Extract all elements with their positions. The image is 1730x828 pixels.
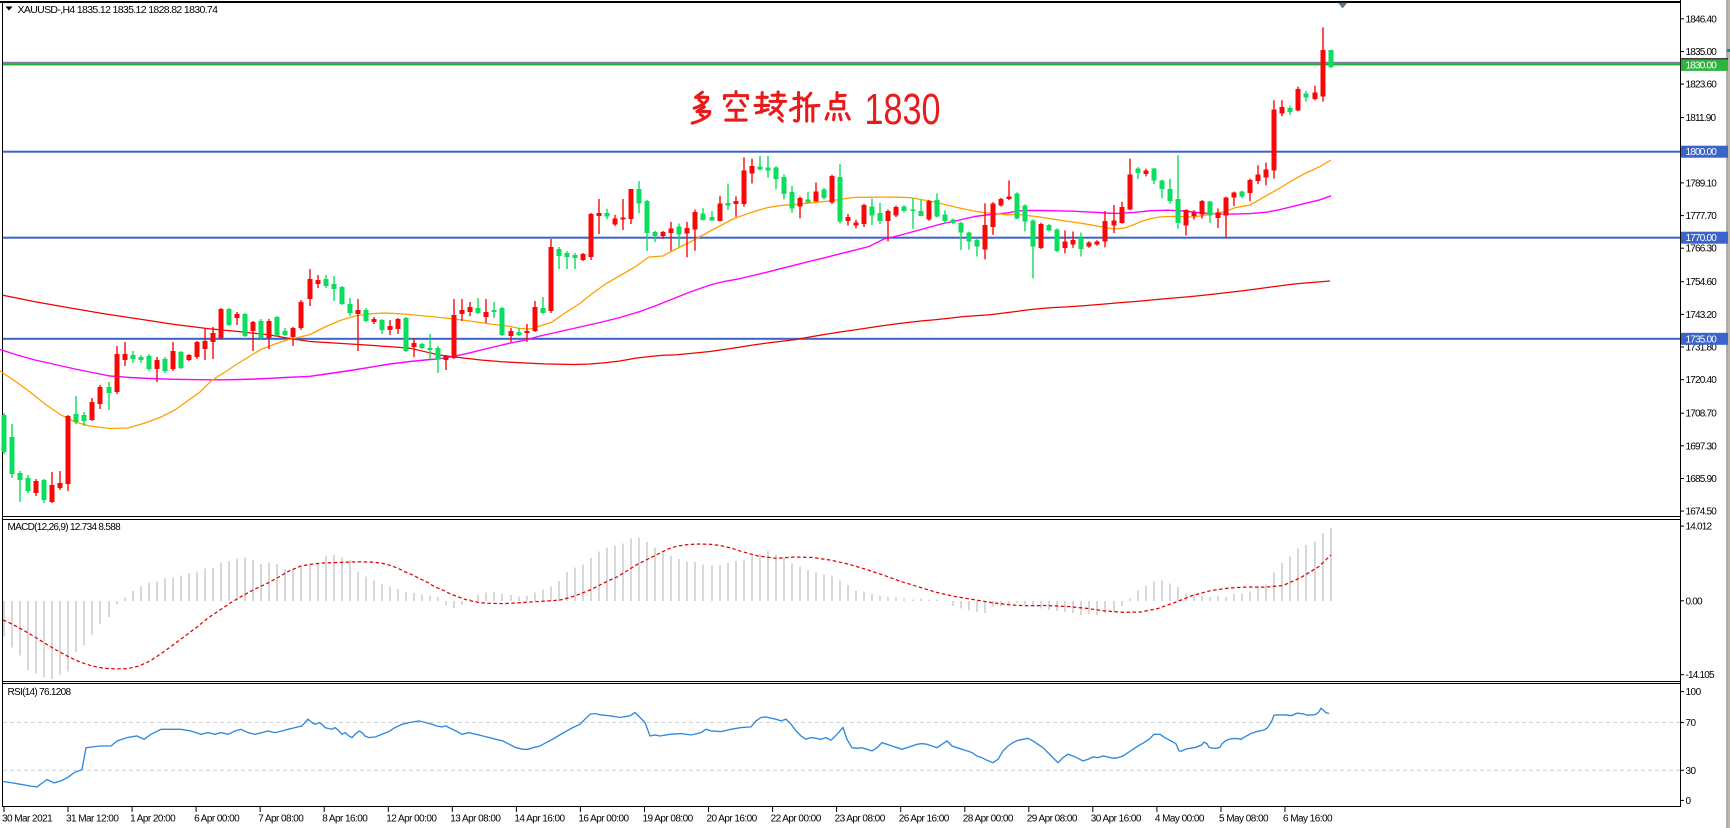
svg-text:14.012: 14.012 (1686, 522, 1713, 533)
svg-text:1830: 1830 (865, 85, 941, 134)
svg-text:70: 70 (1686, 718, 1697, 729)
svg-text:30: 30 (1686, 766, 1697, 777)
svg-text:1 Apr 20:00: 1 Apr 20:00 (130, 814, 176, 825)
svg-text:MACD(12,26,9) 12.734 8.588: MACD(12,26,9) 12.734 8.588 (8, 522, 122, 533)
svg-text:1800.00: 1800.00 (1686, 147, 1718, 158)
svg-text:1697.30: 1697.30 (1686, 441, 1718, 452)
svg-text:13 Apr 08:00: 13 Apr 08:00 (450, 814, 501, 825)
svg-text:XAUUSD-,H4 1835.12 1835.12 18: XAUUSD-,H4 1835.12 1835.12 1828.82 1830.… (18, 4, 219, 16)
svg-text:5 May 08:00: 5 May 08:00 (1219, 814, 1269, 825)
svg-text:22 Apr 00:00: 22 Apr 00:00 (771, 814, 822, 825)
svg-text:1685.90: 1685.90 (1686, 474, 1718, 485)
svg-text:1789.10: 1789.10 (1686, 178, 1718, 189)
svg-text:1766.30: 1766.30 (1686, 244, 1718, 255)
svg-text:1777.70: 1777.70 (1686, 211, 1718, 222)
svg-text:6 Apr 00:00: 6 Apr 00:00 (194, 814, 240, 825)
svg-text:20 Apr 16:00: 20 Apr 16:00 (707, 814, 758, 825)
svg-text:23 Apr 08:00: 23 Apr 08:00 (835, 814, 886, 825)
svg-text:12 Apr 00:00: 12 Apr 00:00 (386, 814, 437, 825)
svg-text:1846.40: 1846.40 (1686, 14, 1718, 25)
svg-text:26 Apr 16:00: 26 Apr 16:00 (899, 814, 950, 825)
svg-text:16 Apr 00:00: 16 Apr 00:00 (578, 814, 629, 825)
svg-text:1735.00: 1735.00 (1686, 334, 1718, 345)
svg-text:0: 0 (1686, 796, 1692, 807)
svg-text:1708.70: 1708.70 (1686, 409, 1718, 420)
svg-text:100: 100 (1686, 687, 1702, 698)
svg-text:4 May 00:00: 4 May 00:00 (1155, 814, 1205, 825)
svg-text:RSI(14) 76.1208: RSI(14) 76.1208 (8, 687, 72, 698)
svg-text:1811.90: 1811.90 (1686, 113, 1717, 124)
svg-text:30 Apr 16:00: 30 Apr 16:00 (1091, 814, 1142, 825)
svg-text:-14.105: -14.105 (1686, 670, 1716, 681)
svg-text:1835.00: 1835.00 (1686, 47, 1718, 58)
svg-text:1770.00: 1770.00 (1686, 233, 1718, 244)
svg-text:8 Apr 16:00: 8 Apr 16:00 (322, 814, 368, 825)
svg-text:0.00: 0.00 (1686, 596, 1704, 607)
svg-text:19 Apr 08:00: 19 Apr 08:00 (643, 814, 694, 825)
svg-text:6 May 16:00: 6 May 16:00 (1283, 814, 1333, 825)
svg-text:29 Apr 08:00: 29 Apr 08:00 (1027, 814, 1078, 825)
svg-text:1830.00: 1830.00 (1686, 60, 1718, 71)
svg-text:1674.50: 1674.50 (1686, 507, 1718, 518)
svg-text:31 Mar 12:00: 31 Mar 12:00 (66, 814, 119, 825)
svg-text:14 Apr 16:00: 14 Apr 16:00 (514, 814, 565, 825)
svg-text:1823.60: 1823.60 (1686, 80, 1718, 91)
svg-text:28 Apr 00:00: 28 Apr 00:00 (963, 814, 1014, 825)
svg-text:1731.80: 1731.80 (1686, 343, 1718, 354)
svg-text:30 Mar 2021: 30 Mar 2021 (2, 814, 53, 825)
svg-text:7 Apr 08:00: 7 Apr 08:00 (258, 814, 304, 825)
svg-text:1754.60: 1754.60 (1686, 277, 1718, 288)
svg-text:1720.40: 1720.40 (1686, 375, 1718, 386)
svg-text:1743.20: 1743.20 (1686, 310, 1718, 321)
